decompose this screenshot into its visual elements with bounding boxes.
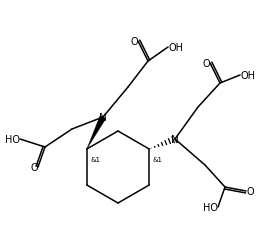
Text: HO: HO [5,134,20,144]
Polygon shape [87,116,106,149]
Text: OH: OH [168,43,183,53]
Text: O: O [30,162,38,172]
Text: O: O [246,186,254,196]
Text: N: N [171,134,179,144]
Text: O: O [202,59,210,69]
Text: &1: &1 [91,156,101,162]
Text: OH: OH [240,71,255,81]
Text: &1: &1 [152,156,162,162]
Text: O: O [130,37,138,47]
Text: N: N [99,112,107,122]
Text: HO: HO [203,202,218,212]
